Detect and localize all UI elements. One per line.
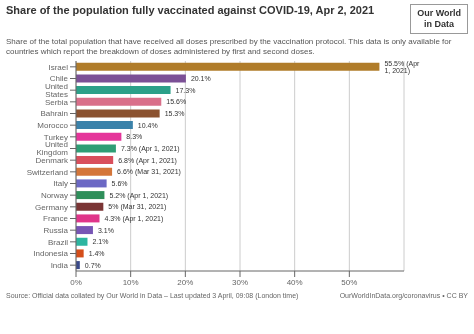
svg-text:30%: 30% [232,278,248,287]
svg-text:5.6%: 5.6% [112,180,128,187]
html-text:Share of the population fully: Share of the population fully vaccinated… [6,4,375,16]
svg-text:6.6% (Mar 31, 2021): 6.6% (Mar 31, 2021) [117,168,181,176]
svg-text:4.3% (Apr 1, 2021): 4.3% (Apr 1, 2021) [105,215,164,223]
svg-text:Chile: Chile [49,74,68,84]
svg-text:55.5% (Apr1, 2021): 55.5% (Apr1, 2021) [384,60,420,75]
svg-text:40%: 40% [287,278,303,287]
svg-text:Morocco: Morocco [37,121,68,130]
html-text:Source: Official data collated: Source: Official data collated by Our Wo… [6,292,299,299]
svg-text:0%: 0% [70,278,82,287]
html-text:Share of the total population: Share of the total population that have … [6,37,452,56]
svg-text:5.2% (Apr 1, 2021): 5.2% (Apr 1, 2021) [109,192,168,200]
svg-text:6.8% (Apr 1, 2021): 6.8% (Apr 1, 2021) [118,157,177,165]
html-text:Our World in Data: Our World in Data [417,8,461,29]
svg-text:15.3%: 15.3% [165,110,185,117]
svg-text:France: France [43,214,68,223]
svg-text:Germany: Germany [35,203,68,212]
svg-text:UnitedKingdom: UnitedKingdom [36,140,68,157]
svg-text:50%: 50% [341,278,357,287]
svg-text:Denmark: Denmark [36,156,69,165]
svg-text:Norway: Norway [41,191,68,200]
svg-text:17.3%: 17.3% [176,87,196,94]
svg-text:Switzerland: Switzerland [27,168,68,177]
svg-text:3.1%: 3.1% [98,227,114,234]
svg-text:Turkey: Turkey [43,132,68,142]
html-text:OurWorldInData.org/coronavirus: OurWorldInData.org/coronavirus • CC BY [339,292,468,299]
svg-text:Italy: Italy [53,179,68,188]
svg-text:8.3%: 8.3% [126,133,142,140]
svg-text:India: India [51,261,69,270]
svg-text:20%: 20% [177,278,193,287]
svg-text:Israel: Israel [48,63,68,72]
svg-text:5% (Mar 31, 2021): 5% (Mar 31, 2021) [108,203,166,211]
svg-text:15.6%: 15.6% [166,98,186,105]
svg-text:Bahrain: Bahrain [40,109,68,118]
svg-text:Indonesia: Indonesia [33,249,68,258]
svg-text:2.1%: 2.1% [92,238,108,245]
svg-text:7.3% (Apr 1, 2021): 7.3% (Apr 1, 2021) [121,145,180,153]
svg-text:UnitedStates: UnitedStates [45,82,68,99]
svg-text:0.7%: 0.7% [85,262,101,269]
svg-text:10%: 10% [123,278,139,287]
svg-text:20.1%: 20.1% [191,75,211,82]
svg-text:Russia: Russia [44,226,69,235]
svg-text:1.4%: 1.4% [89,250,105,257]
svg-text:Serbia: Serbia [45,98,69,107]
svg-text:10.4%: 10.4% [138,122,158,129]
svg-text:Brazil: Brazil [48,238,68,247]
